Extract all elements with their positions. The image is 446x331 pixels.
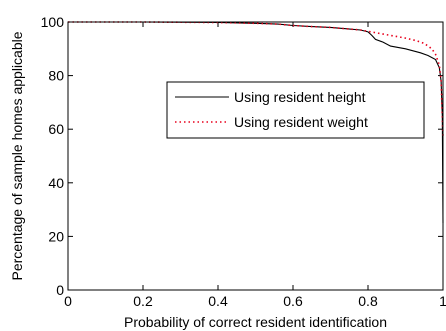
y-tick-label: 20 bbox=[48, 228, 64, 244]
plot-frame bbox=[67, 21, 444, 291]
y-axis-label: Percentage of sample homes applicable bbox=[9, 31, 25, 280]
x-tick-label: 0.6 bbox=[283, 293, 303, 309]
x-tick-label: 0.8 bbox=[358, 293, 378, 309]
legend-box bbox=[166, 81, 425, 139]
y-tick-label: 40 bbox=[48, 175, 64, 191]
x-tick-label: 0.2 bbox=[133, 293, 153, 309]
y-tick-label: 80 bbox=[48, 68, 64, 84]
y-tick-label: 100 bbox=[41, 14, 65, 30]
x-tick-label: 0.4 bbox=[208, 293, 228, 309]
legend-label-weight: Using resident weight bbox=[234, 114, 368, 130]
y-tick-label: 0 bbox=[56, 282, 64, 298]
legend-label-height: Using resident height bbox=[234, 89, 366, 105]
ticks-layer: 0 0.2 0.4 0.6 0.8 1 0 20 40 60 80 100 bbox=[41, 14, 446, 309]
x-tick-label: 1 bbox=[439, 293, 446, 309]
x-axis-label: Probability of correct resident identifi… bbox=[124, 314, 387, 330]
series-layer bbox=[68, 21, 444, 224]
x-tick-label: 0 bbox=[64, 293, 72, 309]
legend: Using resident height Using resident weig… bbox=[166, 81, 425, 139]
y-tick-label: 60 bbox=[48, 121, 64, 137]
